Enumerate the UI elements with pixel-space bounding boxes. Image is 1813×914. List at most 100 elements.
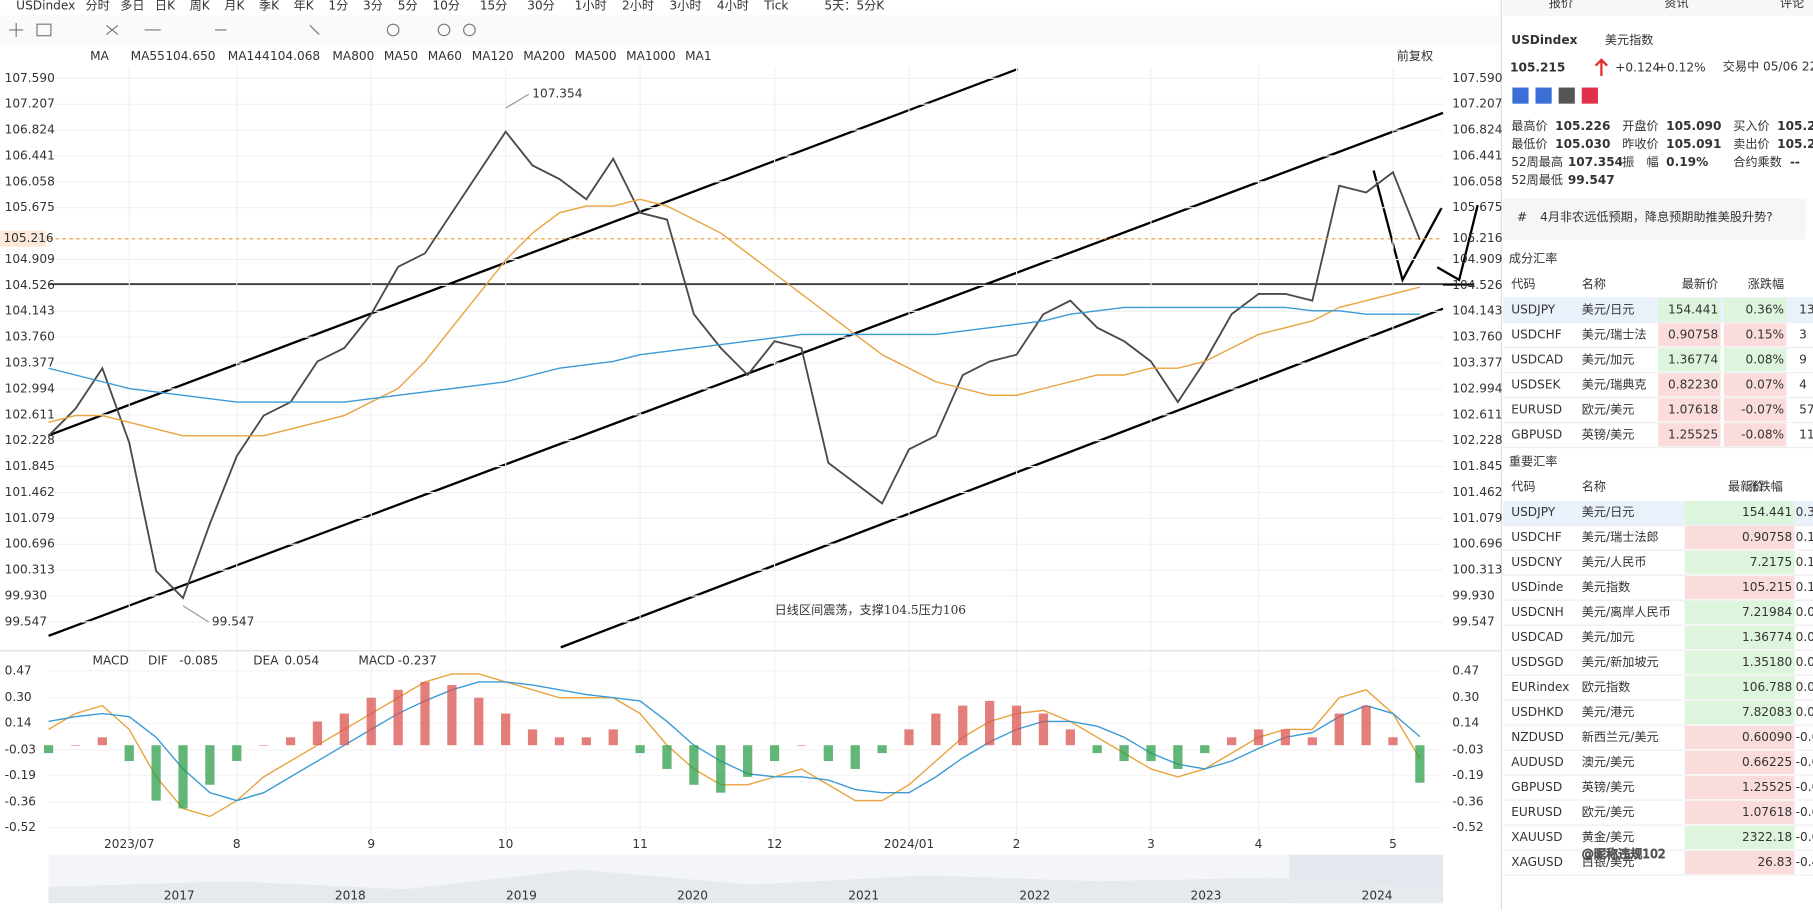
restore[interactable]: 前复权 xyxy=(1397,48,1433,63)
cell-code[interactable]: USDCAD xyxy=(1511,352,1563,366)
y-tick-label: 106.058 xyxy=(5,174,55,188)
legend-inactive[interactable]: MA800 xyxy=(332,49,374,63)
cell-code[interactable]: USDJPY xyxy=(1511,302,1556,316)
legend-inactive[interactable]: MA1 xyxy=(685,49,711,63)
period-tab[interactable]: 年K xyxy=(294,0,315,12)
y-tick-label: 99.930 xyxy=(1452,589,1494,603)
cell-price: 1.35180 xyxy=(1742,655,1792,669)
y-tick-label: 104.526 xyxy=(5,278,55,292)
tab[interactable]: 评论 xyxy=(1780,0,1804,10)
period-tab[interactable]: 5天：5分K xyxy=(824,0,885,12)
tab[interactable]: 资讯 xyxy=(1664,0,1688,10)
price-cell xyxy=(1658,373,1721,397)
cell-code[interactable]: USDCHF xyxy=(1511,530,1562,544)
period-tab[interactable]: 3小时 xyxy=(669,0,701,12)
macd-bar xyxy=(205,745,215,785)
cell-price: 1.25525 xyxy=(1668,427,1718,441)
macd-bar xyxy=(178,745,188,809)
period-tab[interactable]: 10分 xyxy=(432,0,460,12)
news-bg[interactable] xyxy=(1503,198,1807,240)
cell-code[interactable]: AUDUSD xyxy=(1511,755,1563,769)
period-tab[interactable]: 4小时 xyxy=(717,0,749,12)
macd-bar xyxy=(312,721,323,746)
legend-inactive[interactable]: MA50 xyxy=(384,49,418,63)
price-cell xyxy=(1658,398,1721,422)
period-tab[interactable]: 周K xyxy=(190,0,211,12)
y-tick-label: 107.590 xyxy=(1452,71,1502,85)
price-cell xyxy=(1658,423,1721,447)
legend-inactive[interactable]: MA1000 xyxy=(626,49,676,63)
cell-price: 0.90758 xyxy=(1742,530,1792,544)
macd-line xyxy=(48,681,1421,802)
tab[interactable]: 报价 xyxy=(1549,0,1573,10)
price-cell xyxy=(1684,776,1795,800)
stat-value: 105.090 xyxy=(1666,119,1721,133)
symbol: USDindex xyxy=(1511,33,1577,47)
change-cell xyxy=(1723,373,1787,397)
period-tab[interactable]: 日K xyxy=(155,0,176,12)
cell-price: 7.21984 xyxy=(1742,605,1792,619)
legend-inactive[interactable]: MA200 xyxy=(523,49,565,63)
period-tab[interactable]: 1小时 xyxy=(575,0,607,12)
cell-code[interactable]: XAUUSD xyxy=(1511,830,1562,844)
price-cell xyxy=(1684,501,1795,525)
macd-bar xyxy=(339,713,349,746)
stat-label: 52周最低 xyxy=(1511,173,1563,187)
cell-code[interactable]: EURUSD xyxy=(1511,805,1562,819)
period-tab[interactable]: 15分 xyxy=(480,0,508,12)
macd-bar xyxy=(877,745,887,754)
legend-inactive[interactable]: MA60 xyxy=(428,49,462,63)
cell-code[interactable]: USDSGD xyxy=(1511,655,1563,669)
y-tick-label: 107.590 xyxy=(5,71,55,85)
stat-value: 0.19% xyxy=(1666,155,1708,169)
cell-change: -0.0 xyxy=(1796,730,1813,744)
cell-code[interactable]: USDJPY xyxy=(1511,505,1556,519)
legend-value: -0.237 xyxy=(398,654,437,668)
cell-price: 2322.18 xyxy=(1742,830,1792,844)
table-header: 代码 xyxy=(1511,480,1535,494)
period-tab[interactable]: 1分 xyxy=(328,0,348,12)
cell-code[interactable]: GBPUSD xyxy=(1511,427,1562,441)
y-tick-label: 101.079 xyxy=(1452,511,1502,525)
y-tick-label: 99.930 xyxy=(5,589,47,603)
cell-code[interactable]: USDSEK xyxy=(1511,377,1561,391)
y-tick-label: 103.377 xyxy=(5,356,55,370)
period-tab[interactable]: 多日 xyxy=(120,0,144,12)
cell-code[interactable]: XAGUSD xyxy=(1511,855,1563,869)
macd-bar xyxy=(716,745,726,793)
cell-code[interactable]: USDCHF xyxy=(1511,327,1562,341)
period-tab[interactable]: Tick xyxy=(763,0,788,12)
period-tab[interactable]: 2小时 xyxy=(622,0,654,12)
cell-code[interactable]: NZDUSD xyxy=(1511,730,1564,744)
stat-label: 52周最高 xyxy=(1511,154,1563,169)
macd-bar xyxy=(1146,745,1156,762)
cell-extra: 11 xyxy=(1799,427,1813,441)
change-cell xyxy=(1723,348,1787,372)
news-icon: # xyxy=(1517,210,1527,224)
period-tab[interactable]: 30分 xyxy=(527,0,555,12)
cell-code[interactable]: USDinde xyxy=(1511,580,1563,594)
cell-code[interactable]: EURindex xyxy=(1511,680,1569,694)
cell-name: 美元/加元 xyxy=(1582,352,1635,366)
cell-code[interactable]: USDHKD xyxy=(1511,705,1563,719)
period-tab[interactable]: 分时 xyxy=(86,0,110,12)
macd-bar xyxy=(259,745,269,746)
period-tab[interactable]: 5分 xyxy=(398,0,418,12)
cell-code[interactable]: EURUSD xyxy=(1511,402,1562,416)
cell-name: 美元/人民币 xyxy=(1582,555,1647,569)
macd-bar xyxy=(70,745,81,746)
cell-code[interactable]: USDCNH xyxy=(1511,605,1564,619)
symbol: USDindex xyxy=(16,0,75,12)
cell-code[interactable]: USDCNY xyxy=(1511,555,1562,569)
period-tab[interactable]: 季K xyxy=(259,0,280,12)
cell-code[interactable]: USDCAD xyxy=(1511,630,1563,644)
legend-inactive[interactable]: MA120 xyxy=(472,49,514,63)
period-tab[interactable]: 月K xyxy=(224,0,245,12)
price-line xyxy=(48,306,1420,403)
legend-inactive[interactable]: MA500 xyxy=(575,49,617,63)
macd-bar xyxy=(1388,737,1398,746)
cell-price: 105.215 xyxy=(1742,580,1792,594)
news[interactable]: 4月非农远低预期，降息预期助推美股升势? xyxy=(1540,209,1773,224)
period-tab[interactable]: 3分 xyxy=(363,0,383,12)
cell-code[interactable]: GBPUSD xyxy=(1511,780,1562,794)
